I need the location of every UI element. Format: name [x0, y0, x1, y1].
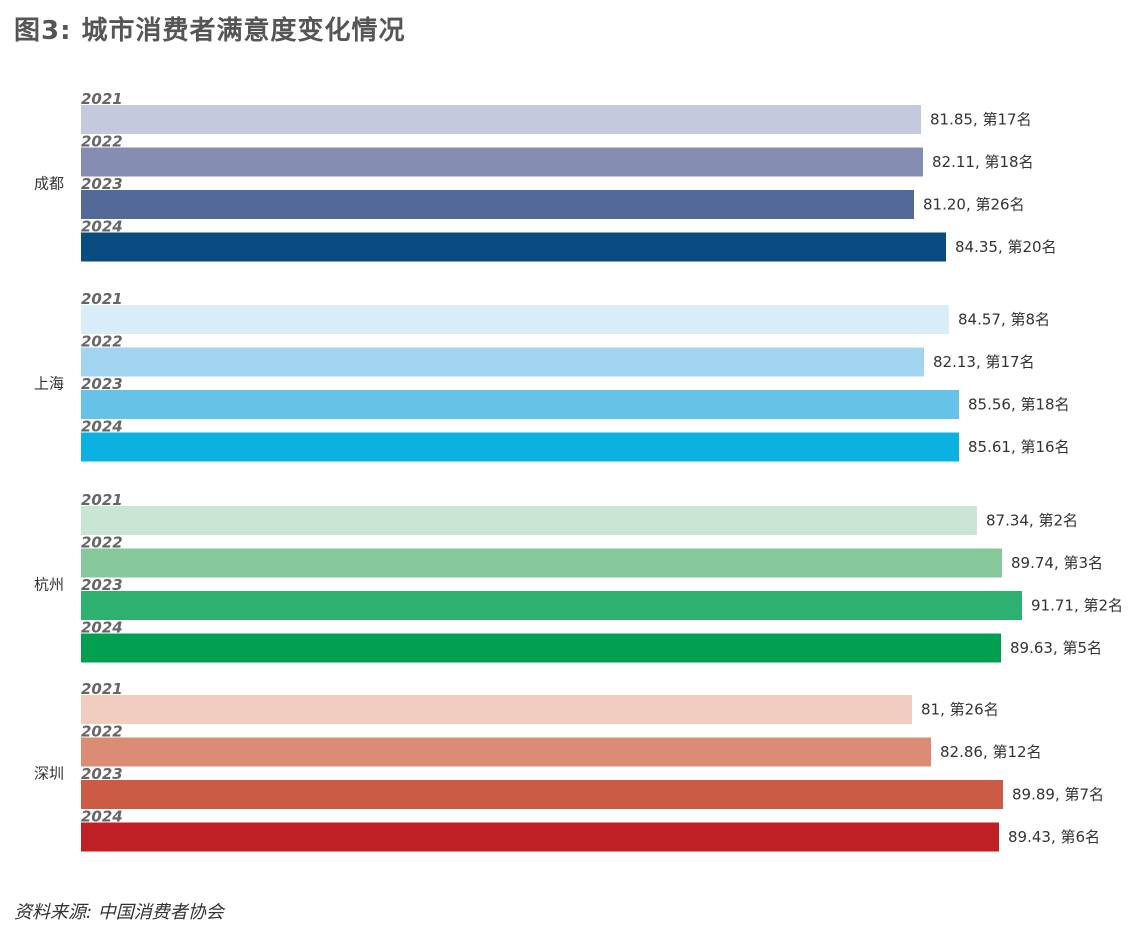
year-label: 2023	[81, 375, 123, 393]
data-label: 82.86, 第12名	[940, 743, 1042, 761]
chart-title: 图3: 城市消费者满意度变化情况	[14, 16, 406, 46]
city-group: 2021 84.57, 第8名 2022 82.13, 第17名 2023 85.56, …	[34, 290, 1070, 462]
year-label: 2024	[81, 218, 123, 236]
bar-chart: 2021 81.85, 第17名 2022 82.11, 第18名 2023 81.20,…	[34, 90, 1123, 852]
category-label: 深圳	[34, 764, 64, 782]
data-label: 82.11, 第18名	[932, 153, 1034, 171]
city-group: 2021 87.34, 第2名 2022 89.74, 第3名 2023 91.71, 第…	[34, 491, 1123, 663]
category-label: 上海	[34, 374, 64, 392]
year-label: 2024	[81, 418, 123, 436]
data-label: 84.35, 第20名	[955, 238, 1057, 256]
bar	[81, 390, 959, 419]
bar	[81, 695, 912, 724]
data-label: 81.85, 第17名	[930, 111, 1032, 129]
year-label: 2021	[81, 491, 123, 509]
bar	[81, 432, 959, 462]
bar	[81, 737, 931, 767]
bar	[81, 780, 1003, 809]
year-label: 2021	[81, 680, 123, 698]
bar	[81, 506, 977, 535]
data-label: 82.13, 第17名	[933, 353, 1035, 371]
data-label: 84.57, 第8名	[958, 311, 1050, 329]
data-label: 91.71, 第2名	[1031, 597, 1123, 615]
bar	[81, 347, 924, 377]
bar	[81, 591, 1022, 620]
bar	[81, 822, 999, 852]
year-label: 2022	[81, 333, 123, 351]
year-label: 2023	[81, 765, 123, 783]
data-label: 89.74, 第3名	[1011, 554, 1103, 572]
category-label: 杭州	[34, 575, 64, 593]
bar	[81, 633, 1001, 663]
data-label: 81, 第26名	[921, 701, 999, 719]
year-label: 2023	[81, 576, 123, 594]
bar	[81, 548, 1002, 578]
data-label: 87.34, 第2名	[986, 512, 1078, 530]
data-label: 89.63, 第5名	[1010, 639, 1102, 657]
data-label: 89.89, 第7名	[1012, 786, 1104, 804]
data-label: 85.56, 第18名	[968, 396, 1070, 414]
bar	[81, 305, 949, 334]
year-label: 2024	[81, 619, 123, 637]
city-group: 2021 81.85, 第17名 2022 82.11, 第18名 2023 81.20,…	[34, 90, 1057, 262]
data-label: 85.61, 第16名	[968, 438, 1070, 456]
source-note: 资料来源: 中国消费者协会	[14, 902, 224, 923]
data-label: 89.43, 第6名	[1008, 828, 1100, 846]
year-label: 2023	[81, 175, 123, 193]
bar	[81, 105, 921, 134]
bar	[81, 232, 946, 262]
bar	[81, 190, 914, 219]
year-label: 2022	[81, 534, 123, 552]
year-label: 2021	[81, 90, 123, 108]
data-label: 81.20, 第26名	[923, 196, 1025, 214]
year-label: 2022	[81, 133, 123, 151]
bar	[81, 147, 923, 177]
year-label: 2022	[81, 723, 123, 741]
category-label: 成都	[34, 174, 64, 192]
year-label: 2021	[81, 290, 123, 308]
city-group: 2021 81, 第26名 2022 82.86, 第12名 2023 89.89, 第7…	[34, 680, 1104, 852]
year-label: 2024	[81, 808, 123, 826]
